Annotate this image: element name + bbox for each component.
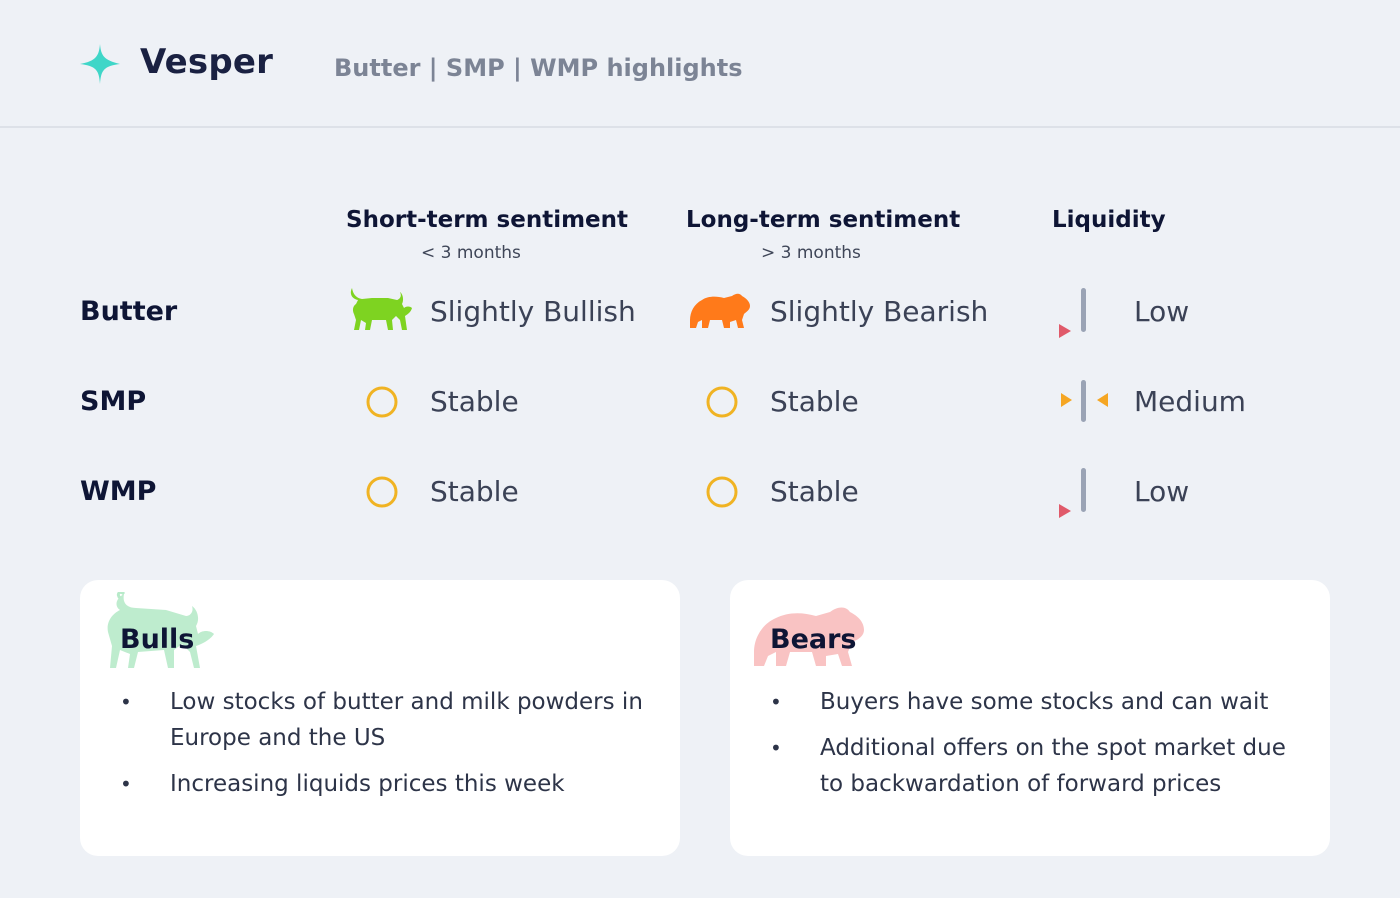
list-item: Low stocks of butter and milk powders in… xyxy=(120,684,650,756)
smp-short-value: Stable xyxy=(430,385,519,418)
row-label-wmp: WMP xyxy=(80,476,157,507)
wmp-long-value: Stable xyxy=(770,475,859,508)
bull-icon xyxy=(350,288,412,330)
long-term-header: Long-term sentiment xyxy=(686,207,961,233)
stable-circle-icon xyxy=(706,476,738,508)
butter-long-value: Slightly Bearish xyxy=(770,295,989,328)
wmp-short-value: Stable xyxy=(430,475,519,508)
bulls-list: Low stocks of butter and milk powders in… xyxy=(120,684,650,812)
list-item: Additional offers on the spot market due… xyxy=(770,730,1300,802)
short-term-subheader: < 3 months xyxy=(421,243,521,263)
liquidity-low-icon xyxy=(1059,288,1086,338)
bull-watermark-icon xyxy=(107,592,214,668)
stable-circle-icon xyxy=(366,386,398,418)
list-item: Increasing liquids prices this week xyxy=(120,766,650,802)
wmp-liquidity-value: Low xyxy=(1134,475,1190,508)
long-term-subheader: > 3 months xyxy=(761,243,861,263)
short-term-header: Short-term sentiment xyxy=(346,207,629,233)
bear-watermark-icon xyxy=(754,607,864,666)
row-label-smp: SMP xyxy=(80,386,147,417)
bulls-card: Bulls Low stocks of butter and milk powd… xyxy=(80,580,680,856)
smp-liquidity-value: Medium xyxy=(1134,385,1246,418)
header: Vesper Butter | SMP | WMP highlights xyxy=(0,0,1400,128)
bear-icon xyxy=(690,293,750,328)
bears-list: Buyers have some stocks and can wait Add… xyxy=(770,684,1300,812)
liquidity-header: Liquidity xyxy=(1052,207,1166,233)
liquidity-low-icon xyxy=(1059,468,1086,518)
list-item: Buyers have some stocks and can wait xyxy=(770,684,1300,720)
bears-card: Bears Buyers have some stocks and can wa… xyxy=(730,580,1330,856)
smp-long-value: Stable xyxy=(770,385,859,418)
bulls-title: Bulls xyxy=(120,624,195,655)
bears-title: Bears xyxy=(770,624,857,655)
stable-circle-icon xyxy=(706,386,738,418)
butter-liquidity-value: Low xyxy=(1134,295,1190,328)
liquidity-medium-icon xyxy=(1061,380,1108,422)
row-label-butter: Butter xyxy=(80,296,178,327)
page-subtitle: Butter | SMP | WMP highlights xyxy=(334,54,743,82)
butter-short-value: Slightly Bullish xyxy=(430,295,636,328)
stable-circle-icon xyxy=(366,476,398,508)
sparkle-logo-icon xyxy=(80,44,120,84)
brand-name: Vesper xyxy=(140,42,274,82)
